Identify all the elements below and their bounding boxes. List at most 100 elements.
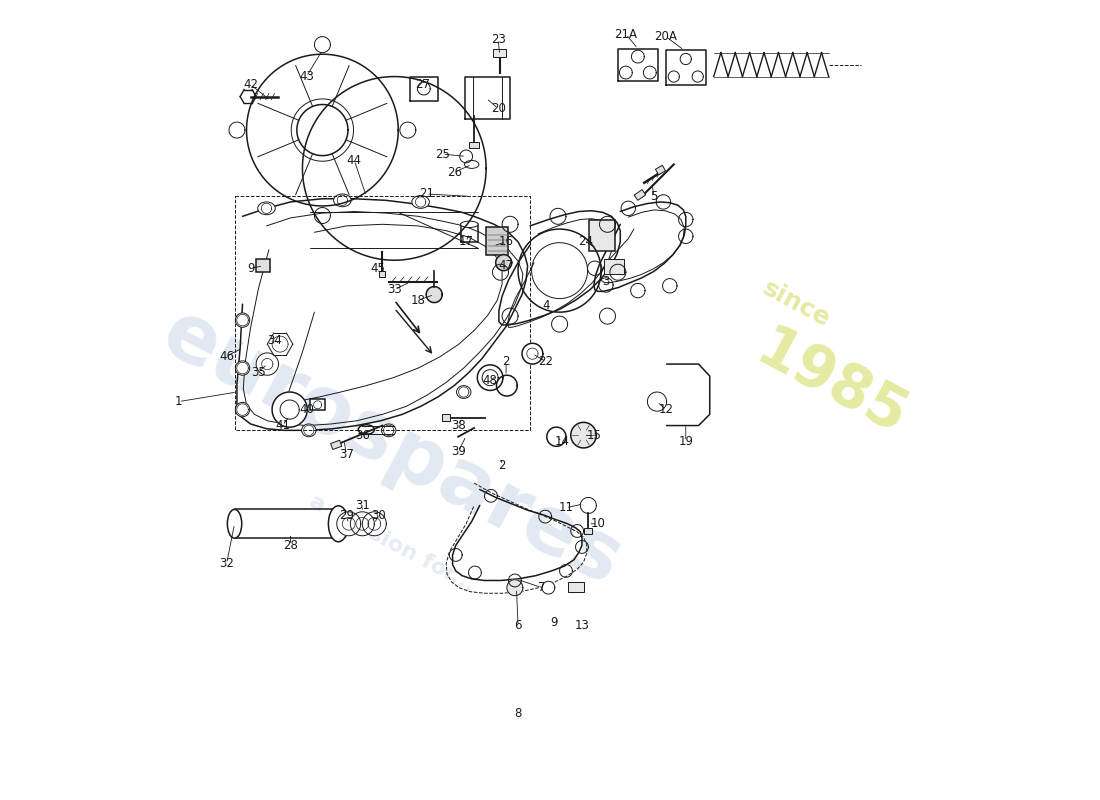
Text: since: since bbox=[758, 277, 834, 332]
Text: 14: 14 bbox=[554, 435, 570, 448]
Text: 21: 21 bbox=[419, 187, 433, 201]
Polygon shape bbox=[337, 512, 361, 536]
Ellipse shape bbox=[301, 424, 316, 437]
Text: 22: 22 bbox=[539, 355, 553, 368]
Bar bbox=[486, 227, 508, 254]
Text: eurospares: eurospares bbox=[148, 294, 635, 602]
Bar bbox=[256, 259, 271, 272]
Polygon shape bbox=[477, 365, 503, 390]
Text: 5: 5 bbox=[650, 190, 658, 203]
Text: 2: 2 bbox=[503, 355, 509, 368]
Ellipse shape bbox=[336, 510, 350, 538]
Text: 10: 10 bbox=[591, 518, 605, 530]
Text: 46: 46 bbox=[219, 350, 234, 362]
Polygon shape bbox=[496, 254, 512, 270]
Polygon shape bbox=[496, 375, 517, 396]
Text: 16: 16 bbox=[498, 235, 514, 248]
Text: 3: 3 bbox=[602, 275, 609, 288]
Bar bbox=[379, 270, 385, 277]
Text: 4: 4 bbox=[542, 299, 550, 312]
Polygon shape bbox=[522, 343, 542, 364]
Text: 9: 9 bbox=[246, 262, 254, 274]
Text: 21A: 21A bbox=[615, 28, 637, 41]
Text: 39: 39 bbox=[451, 446, 465, 458]
Bar bbox=[470, 142, 478, 149]
Text: 30: 30 bbox=[371, 510, 386, 522]
Bar bbox=[493, 49, 506, 57]
Text: 15: 15 bbox=[586, 430, 602, 442]
Text: 48: 48 bbox=[483, 374, 497, 386]
Bar bbox=[656, 166, 666, 174]
Bar bbox=[604, 259, 625, 274]
Text: 19: 19 bbox=[679, 435, 693, 448]
Bar bbox=[442, 414, 450, 421]
Text: 47: 47 bbox=[498, 259, 514, 272]
Text: 7: 7 bbox=[538, 581, 546, 594]
Text: 36: 36 bbox=[355, 430, 370, 442]
Ellipse shape bbox=[359, 425, 374, 434]
Text: 20: 20 bbox=[491, 102, 506, 115]
Text: 42: 42 bbox=[243, 78, 258, 91]
Polygon shape bbox=[362, 512, 386, 536]
Polygon shape bbox=[542, 582, 554, 594]
Text: 18: 18 bbox=[410, 294, 426, 306]
Text: 13: 13 bbox=[574, 618, 590, 632]
Polygon shape bbox=[256, 353, 278, 375]
Text: 32: 32 bbox=[219, 558, 234, 570]
Text: 33: 33 bbox=[387, 283, 402, 296]
Text: 31: 31 bbox=[355, 499, 370, 512]
Text: 41: 41 bbox=[275, 419, 290, 432]
Ellipse shape bbox=[456, 386, 471, 398]
Polygon shape bbox=[460, 150, 473, 163]
Ellipse shape bbox=[228, 510, 242, 538]
Text: 29: 29 bbox=[339, 510, 354, 522]
Text: 43: 43 bbox=[299, 70, 314, 83]
Ellipse shape bbox=[382, 424, 396, 437]
Polygon shape bbox=[351, 512, 374, 536]
Ellipse shape bbox=[333, 194, 351, 206]
Bar bbox=[584, 528, 592, 534]
Text: 28: 28 bbox=[283, 539, 298, 552]
Ellipse shape bbox=[329, 506, 349, 542]
Ellipse shape bbox=[461, 221, 478, 227]
Text: 37: 37 bbox=[339, 448, 354, 461]
Ellipse shape bbox=[464, 161, 478, 169]
Text: 2: 2 bbox=[498, 459, 506, 472]
Polygon shape bbox=[426, 286, 442, 302]
Text: 17: 17 bbox=[459, 235, 474, 248]
Text: 11: 11 bbox=[559, 502, 573, 514]
Polygon shape bbox=[571, 422, 596, 448]
Ellipse shape bbox=[411, 195, 429, 208]
Polygon shape bbox=[507, 580, 522, 596]
Ellipse shape bbox=[235, 313, 250, 327]
Bar bbox=[590, 219, 615, 251]
Text: 40: 40 bbox=[299, 403, 314, 416]
Text: 34: 34 bbox=[267, 334, 282, 346]
Text: 25: 25 bbox=[434, 147, 450, 161]
Text: 24: 24 bbox=[579, 235, 593, 248]
Bar bbox=[635, 190, 646, 200]
Bar bbox=[310, 399, 324, 410]
Text: 23: 23 bbox=[491, 33, 506, 46]
Text: 1985: 1985 bbox=[746, 321, 916, 447]
Text: 45: 45 bbox=[371, 262, 386, 274]
Bar bbox=[331, 440, 342, 450]
Text: 26: 26 bbox=[447, 166, 462, 179]
Ellipse shape bbox=[257, 202, 275, 214]
Text: a passion for...: a passion for... bbox=[306, 491, 478, 596]
Text: 38: 38 bbox=[451, 419, 465, 432]
Ellipse shape bbox=[235, 361, 250, 375]
Polygon shape bbox=[272, 392, 307, 427]
Text: 1: 1 bbox=[175, 395, 183, 408]
Text: 12: 12 bbox=[658, 403, 673, 416]
Text: 35: 35 bbox=[251, 366, 266, 378]
Text: 6: 6 bbox=[515, 618, 521, 632]
Text: 9: 9 bbox=[550, 615, 558, 629]
Text: 27: 27 bbox=[415, 78, 430, 91]
Text: 44: 44 bbox=[346, 154, 362, 167]
Text: 8: 8 bbox=[515, 706, 521, 719]
Text: 20A: 20A bbox=[654, 30, 678, 43]
Polygon shape bbox=[547, 427, 567, 446]
Ellipse shape bbox=[235, 402, 250, 417]
Polygon shape bbox=[648, 392, 667, 411]
